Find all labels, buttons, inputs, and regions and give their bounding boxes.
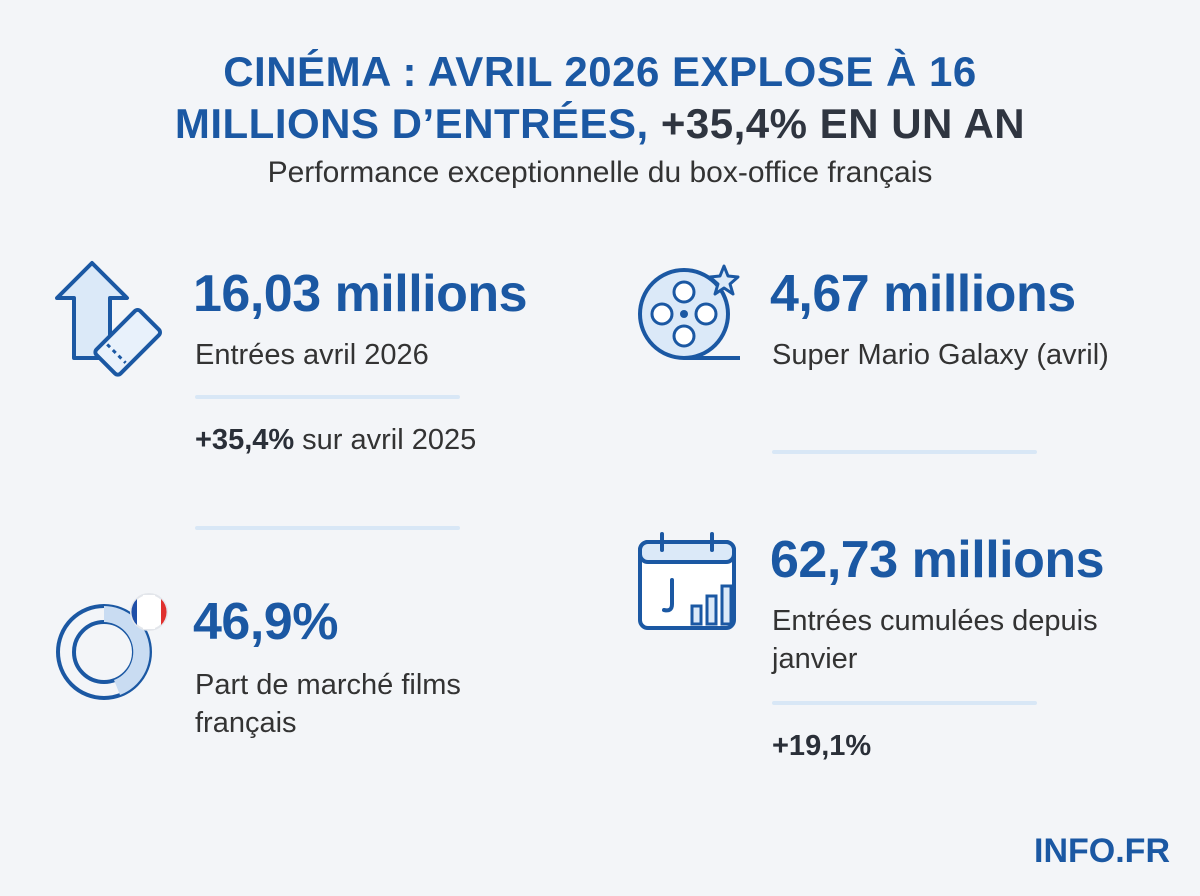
note-strong: +19,1% [772,730,872,762]
stat-value: 46,9% [193,593,338,651]
divider [195,395,460,399]
icon-film-reel [638,264,740,360]
stat-label: Part de marché films français [195,669,461,739]
stat-value: 4,67 millions [770,265,1076,323]
stat-value: 16,03 millions [193,265,528,323]
stat-label: Entrées avril 2026 [195,339,429,371]
icon-donut-flag [56,593,168,700]
stat-note: +19,1% [772,730,871,763]
stat-label: Super Mario Galaxy (avril) [772,339,1109,371]
divider [195,526,460,530]
title-main: MILLIONS D’ENTRÉES, [174,100,649,147]
stat-value: 62,73 millions [770,531,1105,589]
divider [772,701,1037,705]
icon-calendar [638,532,736,630]
stat-label: Entrées cumulées depuis janvier [772,605,1098,675]
divider [772,450,1037,454]
title-line: CINÉMA : AVRIL 2026 EXPLOSE À 16 [223,48,977,95]
icon-arrow-ticket [55,261,162,377]
title-highlight: +35,4% EN UN AN [660,100,1026,147]
title-line: MILLIONS D’ENTRÉES, +35,4% EN UN AN [0,100,1200,148]
note-text: sur avril 2025 [302,424,477,456]
brand: INFO.FR [1034,832,1170,870]
note-strong: +35,4% [195,424,295,456]
stat-note: +35,4% sur avril 2025 [195,424,476,457]
subtitle: Performance exceptionnelle du box-office… [267,156,933,189]
